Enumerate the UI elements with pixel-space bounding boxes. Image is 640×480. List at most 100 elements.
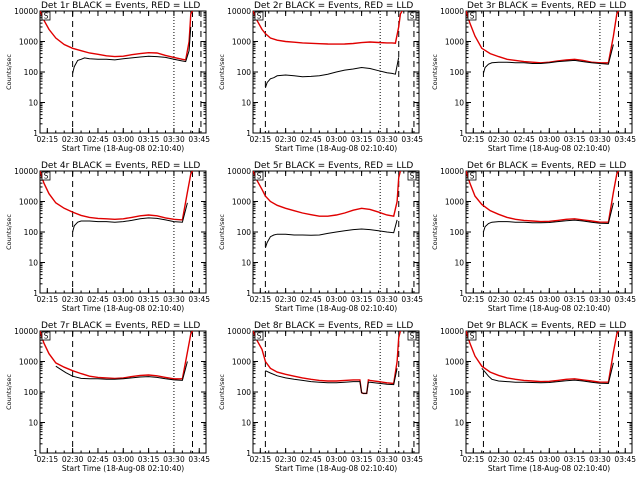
x-tick-label: 02:15 bbox=[463, 135, 485, 144]
x-tick-label: 03:30 bbox=[589, 135, 611, 144]
x-axis-label: Start Time (18-Aug-08 02:10:40) bbox=[62, 304, 184, 313]
x-tick-label: 02:45 bbox=[87, 135, 109, 144]
x-tick-label: 03:30 bbox=[376, 135, 398, 144]
lld-series-line bbox=[466, 11, 620, 64]
events-series-line bbox=[482, 202, 614, 233]
y-tick-label: 100 bbox=[237, 68, 252, 77]
chart-svg: Det 7r BLACK = Events, RED = LLD 1 10 100 10… bbox=[5, 321, 210, 473]
y-tick-label: 100 bbox=[24, 228, 39, 237]
plot-frame bbox=[465, 330, 633, 454]
plot-frame bbox=[39, 10, 207, 134]
x-tick-label: 03:45 bbox=[401, 135, 423, 144]
x-axis-label: Start Time (18-Aug-08 02:10:40) bbox=[275, 144, 397, 153]
saa-box-label: S bbox=[410, 12, 415, 21]
y-axis-label: Counts/sec bbox=[218, 214, 226, 250]
saa-box bbox=[467, 331, 477, 341]
x-tick-label: 03:45 bbox=[188, 135, 210, 144]
detector-panel-2: Det 2r BLACK = Events, RED = LLD 1 10 100 10… bbox=[213, 0, 426, 160]
x-tick-label: 03:15 bbox=[564, 135, 586, 144]
lld-series-line bbox=[253, 331, 402, 395]
events-series-line bbox=[481, 362, 614, 385]
y-tick-label: 10000 bbox=[227, 7, 251, 16]
chart-svg: Det 8r BLACK = Events, RED = LLD 1 10 100 10… bbox=[218, 321, 423, 473]
y-tick-label: 10000 bbox=[227, 327, 251, 336]
y-axis-label: Counts/sec bbox=[431, 374, 439, 410]
saa-box bbox=[407, 171, 417, 181]
x-axis-label: Start Time (18-Aug-08 02:10:40) bbox=[62, 464, 184, 473]
detector-panel-7: Det 7r BLACK = Events, RED = LLD 1 10 100 10… bbox=[0, 320, 213, 480]
x-tick-label: 02:15 bbox=[463, 295, 485, 304]
y-tick-label: 10 bbox=[454, 259, 464, 268]
x-tick-label: 03:00 bbox=[112, 455, 134, 464]
y-tick-label: 100 bbox=[450, 228, 465, 237]
x-tick-label: 03:15 bbox=[138, 295, 160, 304]
y-tick-label: 100 bbox=[450, 388, 465, 397]
detector-panel-9: Det 9r BLACK = Events, RED = LLD 1 10 100 10… bbox=[426, 320, 639, 480]
x-tick-label: 03:00 bbox=[538, 135, 560, 144]
y-tick-label: 10000 bbox=[14, 327, 38, 336]
chart-title: Det 8r BLACK = Events, RED = LLD bbox=[254, 321, 413, 331]
plot-frame bbox=[465, 170, 633, 294]
y-tick-label: 1 bbox=[246, 129, 251, 138]
y-tick-label: 1 bbox=[33, 449, 38, 458]
x-tick-label: 03:30 bbox=[376, 455, 398, 464]
y-tick-label: 1000 bbox=[232, 358, 251, 367]
saa-box-label: S bbox=[410, 332, 415, 341]
x-tick-label: 02:30 bbox=[62, 295, 84, 304]
y-tick-label: 1 bbox=[459, 449, 464, 458]
detector-panel-3: Det 3r BLACK = Events, RED = LLD 1 10 100 10… bbox=[426, 0, 639, 160]
saa-box bbox=[41, 331, 51, 341]
x-tick-label: 03:45 bbox=[401, 455, 423, 464]
plot-frame bbox=[465, 10, 633, 134]
y-axis-label: Counts/sec bbox=[5, 214, 13, 250]
events-series-line bbox=[265, 368, 398, 394]
x-tick-label: 02:15 bbox=[250, 295, 272, 304]
x-tick-label: 03:00 bbox=[112, 295, 134, 304]
events-series-line bbox=[264, 57, 400, 89]
y-tick-label: 10000 bbox=[14, 7, 38, 16]
y-tick-label: 10000 bbox=[440, 327, 464, 336]
plot-frame bbox=[39, 170, 207, 294]
x-tick-label: 02:45 bbox=[513, 455, 535, 464]
x-tick-label: 03:45 bbox=[401, 295, 423, 304]
saa-box bbox=[254, 11, 264, 21]
y-axis-label: Counts/sec bbox=[5, 374, 13, 410]
x-tick-label: 03:30 bbox=[376, 295, 398, 304]
chart-title: Det 7r BLACK = Events, RED = LLD bbox=[41, 321, 200, 331]
lld-series-line bbox=[40, 171, 194, 221]
events-series-line bbox=[72, 202, 188, 233]
x-tick-label: 02:45 bbox=[87, 295, 109, 304]
chart-svg: Det 5r BLACK = Events, RED = LLD 1 10 100 10… bbox=[218, 161, 423, 313]
y-tick-label: 1000 bbox=[445, 38, 464, 47]
x-tick-label: 03:45 bbox=[188, 295, 210, 304]
y-tick-label: 10 bbox=[454, 419, 464, 428]
saa-box bbox=[254, 331, 264, 341]
y-tick-label: 1000 bbox=[19, 38, 38, 47]
lld-series-line bbox=[466, 171, 620, 223]
x-tick-label: 03:45 bbox=[614, 455, 636, 464]
saa-box-label: S bbox=[44, 12, 49, 21]
x-tick-label: 02:30 bbox=[275, 455, 297, 464]
saa-box-label: S bbox=[470, 12, 475, 21]
chart-title: Det 9r BLACK = Events, RED = LLD bbox=[467, 321, 626, 331]
lld-series-line bbox=[40, 331, 194, 380]
x-tick-label: 03:45 bbox=[188, 455, 210, 464]
y-axis-label: Counts/sec bbox=[431, 214, 439, 250]
x-axis-label: Start Time (18-Aug-08 02:10:40) bbox=[488, 144, 610, 153]
lld-series-line bbox=[40, 11, 194, 61]
x-axis-label: Start Time (18-Aug-08 02:10:40) bbox=[275, 304, 397, 313]
saa-box-label: S bbox=[257, 12, 262, 21]
x-tick-label: 02:30 bbox=[275, 295, 297, 304]
x-tick-label: 02:15 bbox=[37, 295, 59, 304]
y-tick-label: 10 bbox=[28, 259, 38, 268]
x-tick-label: 03:30 bbox=[163, 455, 185, 464]
chart-svg: Det 4r BLACK = Events, RED = LLD 1 10 100 10… bbox=[5, 161, 210, 313]
saa-box-label: S bbox=[470, 172, 475, 181]
y-axis-label: Counts/sec bbox=[218, 54, 226, 90]
y-axis-label: Counts/sec bbox=[218, 374, 226, 410]
chart-svg: Det 6r BLACK = Events, RED = LLD 1 10 100 10… bbox=[431, 161, 636, 313]
lld-series-line bbox=[253, 11, 403, 45]
x-tick-label: 03:15 bbox=[138, 135, 160, 144]
x-tick-label: 02:15 bbox=[37, 135, 59, 144]
